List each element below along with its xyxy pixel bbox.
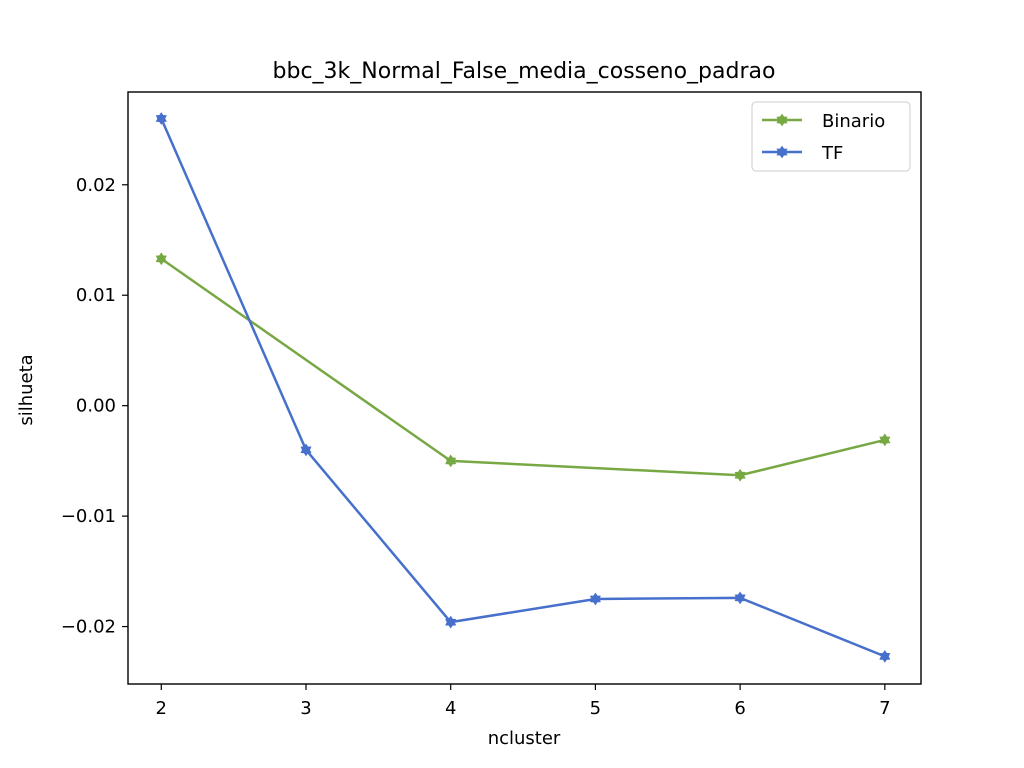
y-tick-label: −0.01	[61, 506, 116, 527]
data-point-tf	[445, 615, 457, 629]
legend-marker-binario	[776, 113, 788, 127]
legend-label-tf: TF	[821, 143, 843, 164]
legend-star-icon	[776, 145, 788, 159]
series-line-binario	[160, 257, 886, 477]
x-tick-label: 4	[445, 698, 456, 719]
data-point-binario	[445, 454, 457, 468]
data-point-tf	[300, 443, 312, 457]
legend-star-icon	[776, 113, 788, 127]
data-point-binario	[155, 252, 167, 266]
data-point-tf	[155, 112, 167, 125]
y-axis: −0.02 −0.01 0.00 0.01 0.02	[61, 175, 128, 638]
y-tick-label: 0.00	[76, 396, 116, 417]
data-point-binario	[879, 433, 891, 447]
chart-title: bbc_3k_Normal_False_media_cosseno_padrao	[273, 59, 776, 84]
y-tick-label: 0.02	[76, 175, 116, 196]
x-tick-label: 6	[734, 698, 745, 719]
legend: Binario TF	[751, 101, 911, 172]
series-layer	[155, 112, 891, 663]
y-tick-label: 0.01	[76, 285, 116, 306]
legend-label-binario: Binario	[822, 111, 885, 132]
data-point-tf	[879, 649, 891, 663]
data-point-tf	[734, 591, 746, 605]
series-line-tf	[160, 118, 886, 658]
legend-marker-tf	[776, 145, 788, 159]
x-tick-label: 2	[156, 698, 167, 719]
x-tick-label: 7	[879, 698, 890, 719]
x-tick-label: 5	[590, 698, 601, 719]
plot-area-frame	[127, 91, 922, 685]
y-axis-label: silhueta	[16, 354, 37, 425]
data-point-tf	[589, 592, 601, 606]
x-axis: 2 3 4 5 6 7	[156, 684, 891, 719]
x-axis-label: ncluster	[488, 728, 561, 749]
x-tick-label: 3	[300, 698, 311, 719]
y-tick-label: −0.02	[61, 617, 116, 638]
data-point-binario	[734, 468, 746, 482]
